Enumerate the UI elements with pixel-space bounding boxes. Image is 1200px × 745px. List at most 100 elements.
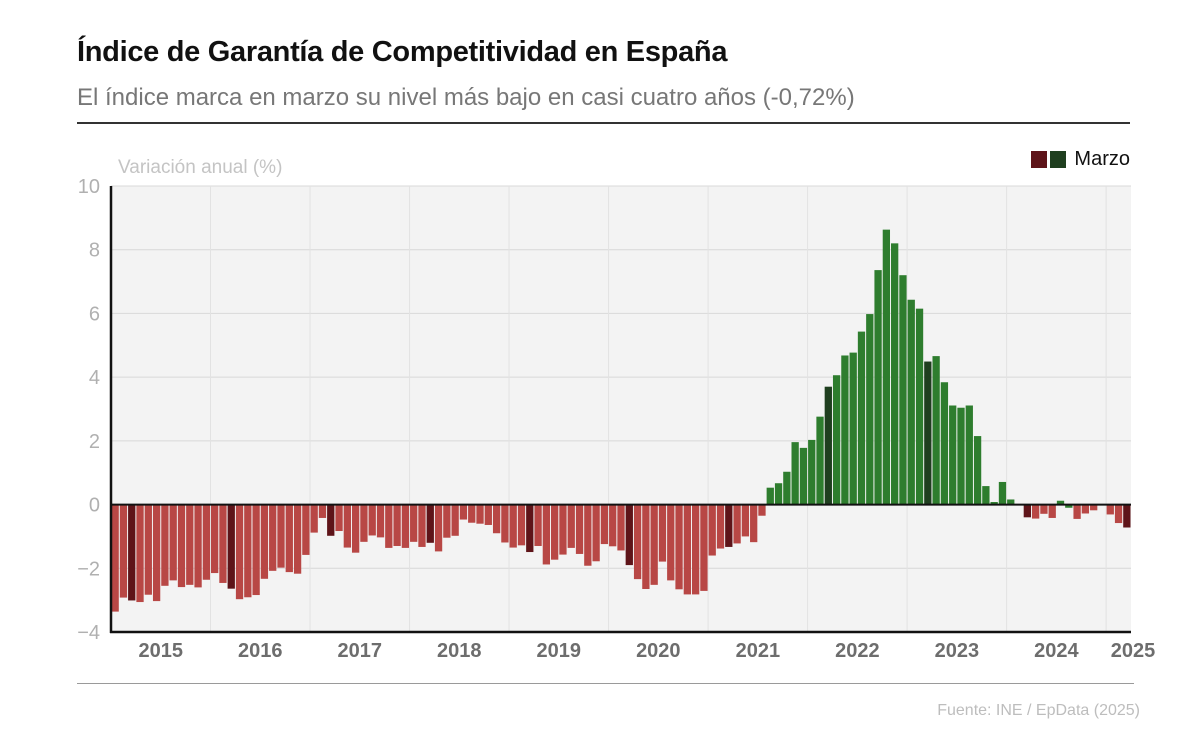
bar [990,502,998,505]
bar [318,504,327,518]
bar [1031,504,1040,519]
bar [708,504,716,556]
x-tick-label: 2018 [437,640,482,662]
x-tick-label: 2016 [238,640,283,662]
bar [866,314,874,505]
bar [410,504,418,542]
bar [252,504,260,596]
x-tick-label: 2022 [835,640,880,662]
bar [526,504,534,553]
bar [932,356,940,505]
bar [716,504,725,549]
bar [675,504,683,590]
bar [700,504,708,591]
bar [1098,504,1106,506]
axes [109,186,1131,634]
y-tick-labels: 10 8 6 4 2 0 −2 −4 [77,176,100,644]
bar [1090,504,1098,511]
bar [443,504,451,538]
x-tick-label: 2023 [935,640,980,662]
bar [957,407,965,505]
bar [907,299,915,505]
x-tick-label: 2017 [338,640,383,662]
bar [592,504,600,562]
bar [360,504,368,542]
bar [136,504,144,603]
x-tick-labels: 2015 2016 2017 2018 2019 2020 2021 2022 2023 2024… [139,640,1156,662]
y-tick-label: 4 [89,367,100,389]
bar [725,504,733,547]
bar [459,504,468,520]
legend-swatch-negative-march [1031,151,1048,168]
y-tick-label: 0 [89,495,100,517]
bar [385,504,393,548]
bar [211,504,219,574]
bar [575,504,584,554]
bar [940,382,949,505]
bar [1040,504,1048,514]
header-divider [77,122,1130,124]
bar [260,504,269,579]
bar [625,504,633,566]
bar [824,386,832,505]
bar [741,504,750,537]
bar [750,504,758,543]
bar [1106,504,1114,515]
bar [310,504,318,533]
bar [1056,500,1065,505]
bar [1123,504,1131,528]
legend-label: Marzo [1074,148,1130,170]
bar [161,504,169,586]
footer-divider [77,683,1134,684]
bar [351,504,360,553]
bar [642,504,650,589]
y-axis-label: Variación anual (%) [118,157,282,178]
bar [658,504,667,562]
bar [177,504,186,588]
bar [202,504,211,580]
bar [285,504,293,573]
bar [368,504,376,536]
bar [1114,504,1123,524]
bar [633,504,642,580]
bar [600,504,609,545]
bar [567,504,575,548]
bar [1081,504,1090,514]
y-tick-label: −4 [77,622,100,644]
bar [683,504,691,595]
bar [915,308,924,505]
bar [302,504,310,555]
chart-subtitle: El índice marca en marzo su nivel más ba… [77,84,855,111]
x-tick-label: 2015 [139,640,184,662]
bar [376,504,385,538]
bar [774,483,783,505]
bar [1065,504,1073,508]
bar [194,504,202,588]
y-tick-label: 8 [89,240,100,262]
bar [401,504,410,548]
bar [584,504,592,566]
bar [949,405,957,505]
bar [327,504,335,536]
bar [551,504,559,560]
x-tick-label: 2020 [636,640,681,662]
bar [874,270,882,505]
bar [426,504,434,543]
bar [119,504,128,598]
bar [277,504,285,568]
bar [1023,504,1031,518]
bar [691,504,700,595]
bar [650,504,658,585]
bar [816,416,824,505]
bar [451,504,459,536]
bar [998,481,1007,505]
bar [269,504,277,571]
bar [418,504,426,547]
bar [227,504,235,589]
bar [1048,504,1056,518]
bar [343,504,351,548]
bar [476,504,484,524]
bar [799,447,808,505]
y-tick-label: 10 [78,176,100,198]
bar [609,504,617,547]
